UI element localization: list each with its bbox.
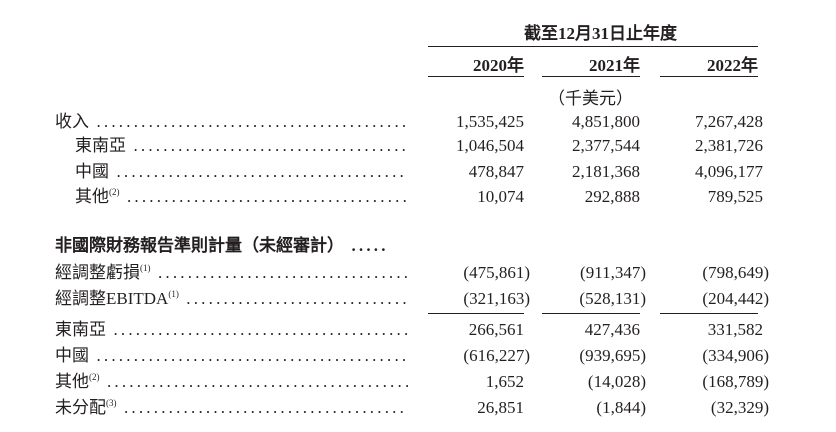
year-header-2021: 2021年 (589, 56, 640, 75)
dot-leader: ........................................… (157, 263, 408, 282)
dot-leader: ........................................… (126, 187, 408, 206)
year-underline-2021 (542, 76, 640, 77)
value-cell-2021: (528,131) (579, 289, 646, 308)
footnote-marker: (1) (168, 289, 179, 299)
dot-leader: ........................................… (116, 162, 408, 181)
row-label: 收入 .....................................… (55, 110, 408, 134)
dot-leader: ..... (344, 236, 389, 255)
row-label: 其他(2) ..................................… (55, 370, 408, 394)
row-label-text: 中國 (75, 162, 109, 181)
value-cell-2022: 2,381,726 (695, 136, 763, 155)
table-row: 收入 .....................................… (0, 110, 836, 134)
footnote-marker: (2) (109, 187, 120, 197)
value-cell-2020: 478,847 (468, 162, 524, 181)
dot-leader: ........................................… (133, 136, 408, 155)
row-label-text: 東南亞 (75, 136, 126, 155)
value-cell-2021: (1,844) (596, 398, 646, 417)
value-cell-2022: 4,096,177 (695, 162, 763, 181)
period-header: 截至12月31日止年度 (524, 24, 677, 43)
value-cell-2022: 789,525 (707, 187, 763, 206)
row-label-text: 收入 (55, 112, 89, 131)
row-label: 中國 .....................................… (55, 344, 408, 368)
row-label: 中國 .....................................… (75, 160, 408, 184)
row-label-text: 經調整虧損 (55, 263, 140, 282)
value-cell-2022: (798,649) (702, 263, 769, 282)
value-cell-2021: (14,028) (587, 372, 646, 391)
value-cell-2021: 427,436 (584, 320, 640, 339)
row-label: 未分配(3) .................................… (55, 396, 408, 420)
value-cell-2020: 26,851 (477, 398, 524, 417)
table-row: 經調整EBITDA(1) ...........................… (0, 287, 836, 311)
year-underline-2020 (428, 76, 524, 77)
row-label: 經調整EBITDA(1) ...........................… (55, 287, 408, 311)
table-row: 其他(2) ..................................… (0, 185, 836, 209)
dot-leader: ........................................… (113, 320, 408, 339)
footnote-marker: (1) (140, 263, 151, 273)
unit-label: （千美元） (548, 89, 633, 108)
row-label-text: 中國 (55, 346, 89, 365)
value-cell-2020: 1,652 (485, 372, 524, 391)
value-cell-2020: 266,561 (468, 320, 524, 339)
table-row: 中國 .....................................… (0, 160, 836, 184)
period-underline (428, 46, 758, 47)
row-label: 東南亞 ....................................… (55, 318, 408, 342)
value-cell-2021: 292,888 (584, 187, 640, 206)
dot-leader: ........................................… (123, 398, 408, 417)
dot-leader: ........................................… (186, 289, 408, 308)
row-label-text: 非國際財務報告準則計量（未經審計） (55, 236, 344, 255)
year-header-2020: 2020年 (473, 56, 524, 75)
row-label: 經調整虧損(1) ...............................… (55, 261, 408, 285)
value-cell-2021: (911,347) (580, 263, 646, 282)
dot-leader: ........................................… (106, 372, 408, 391)
row-label-text: 經調整EBITDA (55, 289, 169, 308)
value-cell-2022: (168,789) (702, 372, 769, 391)
year-header-2022: 2022年 (707, 56, 758, 75)
footnote-marker: (3) (106, 398, 117, 408)
row-label-text: 其他 (75, 187, 109, 206)
subtotal-underline-2022 (660, 313, 758, 314)
table-row: 東南亞 ....................................… (0, 318, 836, 342)
row-label: 非國際財務報告準則計量（未經審計） ..... (55, 234, 408, 258)
value-cell-2022: (334,906) (702, 346, 769, 365)
table-row: 經調整虧損(1) ...............................… (0, 261, 836, 285)
value-cell-2020: (475,861) (463, 263, 530, 282)
value-cell-2021: (939,695) (579, 346, 646, 365)
value-cell-2020: (616,227) (463, 346, 530, 365)
value-cell-2020: 10,074 (477, 187, 524, 206)
value-cell-2020: (321,163) (463, 289, 530, 308)
subtotal-underline-2020 (428, 313, 524, 314)
value-cell-2022: 331,582 (707, 320, 763, 339)
value-cell-2022: 7,267,428 (695, 112, 763, 131)
subtotal-underline-2021 (542, 313, 640, 314)
footnote-marker: (2) (89, 372, 100, 382)
value-cell-2020: 1,046,504 (456, 136, 524, 155)
row-label-text: 其他 (55, 372, 89, 391)
row-label: 其他(2) ..................................… (75, 185, 408, 209)
table-row: 其他(2) ..................................… (0, 370, 836, 394)
dot-leader: ........................................… (96, 346, 408, 365)
value-cell-2022: (32,329) (710, 398, 769, 417)
table-row: 非國際財務報告準則計量（未經審計） ..... (0, 234, 836, 258)
dot-leader: ........................................… (96, 112, 408, 131)
value-cell-2020: 1,535,425 (456, 112, 524, 131)
table-row: 東南亞 ....................................… (0, 134, 836, 158)
table-row: 中國 .....................................… (0, 344, 836, 368)
row-label-text: 東南亞 (55, 320, 106, 339)
year-underline-2022 (660, 76, 758, 77)
row-label-text: 未分配 (55, 398, 106, 417)
row-label: 東南亞 ....................................… (75, 134, 408, 158)
value-cell-2021: 4,851,800 (572, 112, 640, 131)
value-cell-2021: 2,377,544 (572, 136, 640, 155)
value-cell-2022: (204,442) (702, 289, 769, 308)
table-row: 未分配(3) .................................… (0, 396, 836, 420)
value-cell-2021: 2,181,368 (572, 162, 640, 181)
